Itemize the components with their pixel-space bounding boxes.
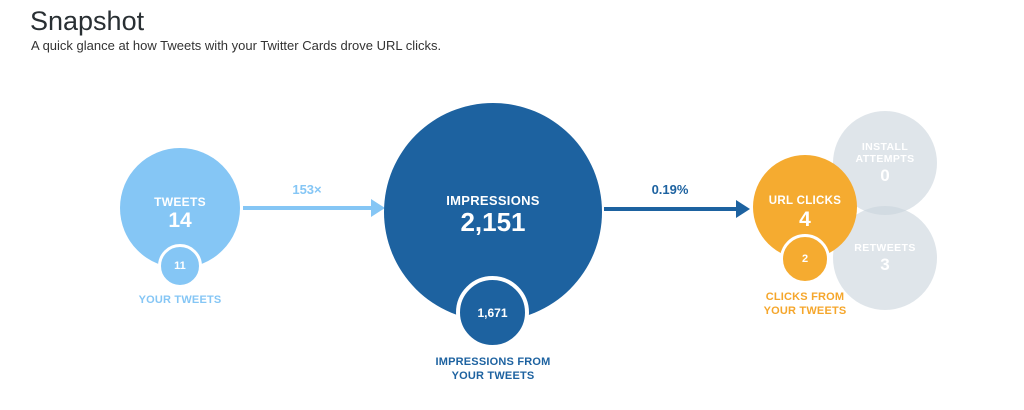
your-tweets-sub-value: 11 — [174, 260, 186, 272]
url-clicks-value: 4 — [799, 207, 811, 231]
impressions-from-tweets-caption: IMPRESSIONS FROM YOUR TWEETS — [435, 356, 551, 382]
impressions-label: IMPRESSIONS — [446, 193, 540, 208]
install-attempts-text: INSTALL ATTEMPTS 0 — [849, 141, 921, 186]
install-attempts-value: 0 — [880, 165, 890, 185]
your-tweets-caption: YOUR TWEETS — [138, 294, 222, 306]
tweets-label: TWEETS — [154, 195, 206, 209]
url-clicks-label: URL CLICKS — [768, 194, 842, 207]
tweets-to-impressions-arrow — [243, 206, 371, 210]
tweets-to-impressions-arrowhead-icon — [371, 199, 385, 217]
page-title: Snapshot — [30, 6, 145, 36]
impressions-to-clicks-arrowhead-icon — [736, 200, 750, 218]
impressions-to-clicks-rate: 0.19% — [651, 182, 689, 197]
impressions-from-tweets-sub-value: 1,671 — [477, 305, 508, 320]
impressions-to-clicks-arrow — [604, 207, 736, 211]
tweets-value: 14 — [168, 209, 192, 232]
your-tweets-sub-bubble: 11 — [158, 244, 202, 288]
tweets-text: TWEETS 14 — [154, 195, 206, 233]
impressions-from-tweets-sub-bubble: 1,671 — [456, 276, 529, 349]
retweets-value: 3 — [880, 254, 890, 274]
clicks-from-tweets-sub-bubble: 2 — [780, 234, 830, 284]
clicks-from-tweets-sub-value: 2 — [801, 253, 809, 265]
page-subtitle: A quick glance at how Tweets with your T… — [31, 38, 442, 53]
clicks-from-tweets-caption: CLICKS FROM YOUR TWEETS — [763, 291, 847, 317]
impressions-text: IMPRESSIONS 2,151 — [446, 193, 540, 237]
impressions-value: 2,151 — [460, 207, 526, 237]
retweets-text: RETWEETS 3 — [849, 242, 921, 275]
install-attempts-label: INSTALL ATTEMPTS — [855, 140, 915, 165]
tweets-to-impressions-ratio: 153× — [292, 182, 322, 197]
url-clicks-text: URL CLICKS 4 — [769, 194, 841, 231]
retweets-label: RETWEETS — [854, 241, 916, 254]
